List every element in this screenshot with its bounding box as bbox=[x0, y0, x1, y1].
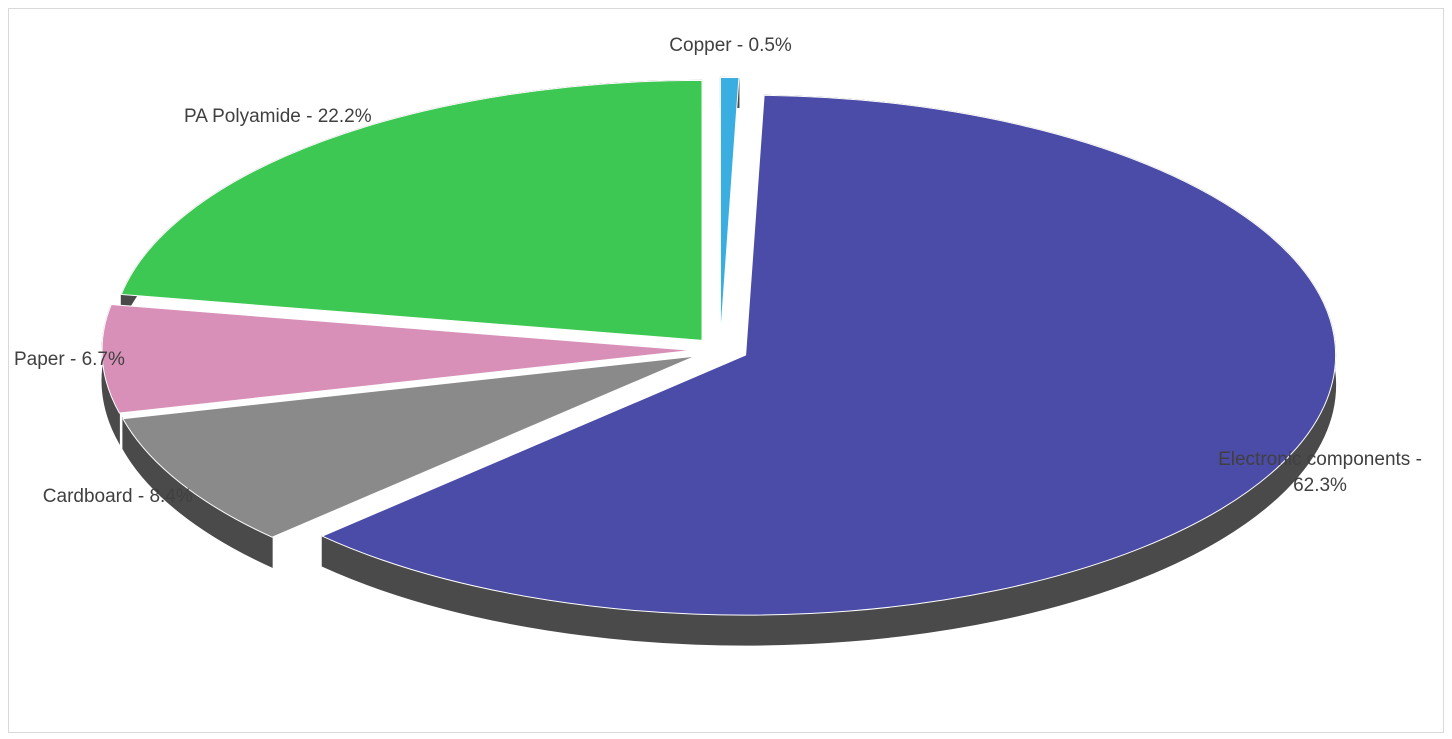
data-label: Electronic components - 62.3% bbox=[1218, 448, 1422, 496]
pie-slice bbox=[122, 355, 696, 538]
pie-slice bbox=[101, 304, 693, 414]
data-label: Copper - 0.5% bbox=[669, 35, 792, 57]
data-label: Cardboard - 8.4% bbox=[42, 486, 193, 508]
chart-frame bbox=[8, 8, 1444, 733]
pie-slice bbox=[719, 76, 740, 338]
pie-slice bbox=[120, 79, 703, 341]
pie-slice bbox=[321, 94, 1337, 616]
data-label: PA Polyamide - 22.2% bbox=[183, 106, 372, 127]
data-label: Paper - 6.7% bbox=[14, 349, 125, 370]
